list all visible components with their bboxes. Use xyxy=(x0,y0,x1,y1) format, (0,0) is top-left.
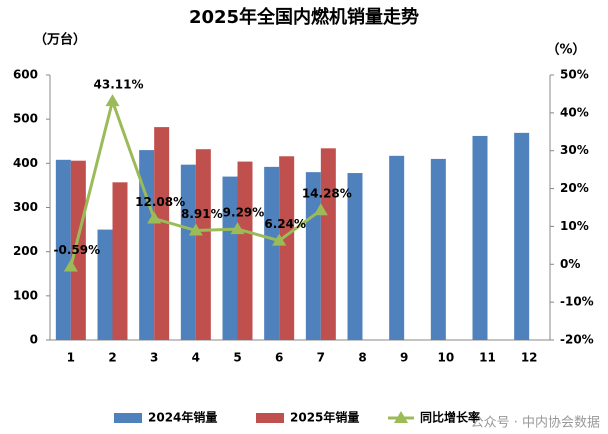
y2-tick-label: 40% xyxy=(560,105,589,119)
bar xyxy=(97,229,113,340)
legend-label: 2025年销量 xyxy=(290,410,359,425)
y2-tick-label: 20% xyxy=(560,181,589,195)
y-tick-label: 200 xyxy=(13,244,38,258)
y2-tick-label: -20% xyxy=(560,333,594,347)
line-marker xyxy=(313,203,328,216)
x-tick-label: 4 xyxy=(192,351,200,365)
data-label: -0.59% xyxy=(54,243,101,257)
data-label: 12.08% xyxy=(135,195,185,209)
x-tick-label: 8 xyxy=(358,351,366,365)
line-marker xyxy=(147,211,162,224)
x-tick-label: 9 xyxy=(400,351,408,365)
data-label: 43.11% xyxy=(94,78,144,92)
chart-title: 2025年全国内燃机销量走势 xyxy=(189,6,419,28)
y-tick-label: 300 xyxy=(13,200,38,214)
data-label: 9.29% xyxy=(223,206,265,220)
legend-swatch xyxy=(256,413,284,423)
line-marker xyxy=(188,223,203,236)
bar xyxy=(389,155,405,340)
bar xyxy=(430,158,446,340)
y-tick-label: 0 xyxy=(30,333,38,347)
x-tick-label: 10 xyxy=(437,351,454,365)
data-label: 14.28% xyxy=(302,187,352,201)
x-tick-label: 2 xyxy=(108,351,116,365)
y2-axis-label: （%） xyxy=(546,42,585,58)
legend-label: 2024年销量 xyxy=(148,410,217,425)
bar xyxy=(264,166,280,340)
bar xyxy=(139,150,155,340)
bar xyxy=(195,149,211,340)
x-tick-label: 11 xyxy=(479,351,496,365)
y2-tick-label: 50% xyxy=(560,68,589,82)
bar xyxy=(70,160,86,340)
bar xyxy=(279,156,295,340)
watermark: 公众号 · 中内协会数据 xyxy=(471,415,600,431)
line-marker xyxy=(272,233,287,246)
y2-tick-label: -10% xyxy=(560,295,594,309)
x-tick-label: 5 xyxy=(233,351,241,365)
bar xyxy=(222,176,238,340)
data-label: 6.24% xyxy=(264,217,306,231)
legend-marker xyxy=(394,411,408,423)
y2-tick-label: 30% xyxy=(560,143,589,157)
bar xyxy=(112,182,128,340)
line-marker xyxy=(63,259,78,272)
x-tick-label: 7 xyxy=(317,351,325,365)
bar xyxy=(347,173,363,340)
y-tick-label: 100 xyxy=(13,288,38,302)
legend-swatch xyxy=(114,413,142,423)
legend-label: 同比增长率 xyxy=(420,410,480,425)
line-marker xyxy=(230,222,245,235)
bar xyxy=(180,164,196,340)
data-label: 8.91% xyxy=(181,207,223,221)
y2-tick-label: 10% xyxy=(560,219,589,233)
x-tick-label: 1 xyxy=(67,351,75,365)
y-tick-label: 500 xyxy=(13,112,38,126)
bar xyxy=(237,161,253,340)
y-tick-label: 600 xyxy=(13,68,38,82)
y2-tick-label: 0% xyxy=(560,257,580,271)
y-tick-label: 400 xyxy=(13,156,38,170)
bar xyxy=(320,148,336,340)
y-axis-label: （万台） xyxy=(34,32,86,48)
bar xyxy=(514,132,530,340)
line-marker xyxy=(105,94,120,107)
bar xyxy=(472,135,488,340)
bar xyxy=(154,127,170,340)
x-tick-label: 12 xyxy=(521,351,538,365)
x-tick-label: 3 xyxy=(150,351,158,365)
x-tick-label: 6 xyxy=(275,351,283,365)
bar xyxy=(55,159,71,340)
